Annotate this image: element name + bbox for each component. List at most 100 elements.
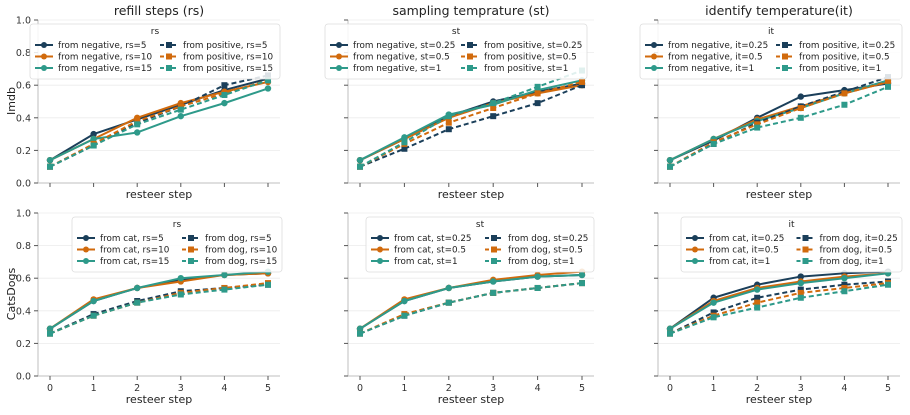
- series-line: [669, 82, 889, 162]
- x-tick-label: 1: [91, 383, 97, 394]
- x-tick-label: 5: [265, 383, 271, 394]
- series-line: [669, 283, 889, 335]
- data-point: [357, 163, 363, 170]
- legend-label: from negative, rs=10: [58, 53, 153, 63]
- data-point: [90, 297, 97, 305]
- legend-title: it: [768, 27, 775, 37]
- series-line: [49, 87, 269, 162]
- y-tick-label: 0.8: [16, 48, 31, 59]
- series-4: [667, 74, 891, 170]
- legend-label: from positive, st=1: [484, 64, 568, 74]
- y-tick-label: 1.0: [16, 16, 31, 27]
- data-point: [841, 275, 848, 282]
- legend-swatch-marker: [467, 65, 473, 71]
- panel-title: identify temperature(it): [705, 3, 853, 18]
- legend-swatch-marker: [651, 42, 657, 48]
- data-point: [401, 134, 408, 141]
- legend-swatch-marker: [782, 42, 788, 48]
- data-point: [885, 78, 891, 85]
- legend-swatch-marker: [692, 258, 698, 264]
- data-point: [490, 113, 497, 120]
- data-point: [401, 139, 408, 146]
- legend-swatch-marker: [83, 235, 89, 241]
- legend-swatch-marker: [41, 42, 47, 48]
- data-point: [797, 273, 804, 280]
- data-point: [534, 273, 541, 280]
- legend-label: from negative, it=0.25: [668, 41, 768, 51]
- legend-swatch-marker: [41, 65, 47, 71]
- y-tick-label: 0.6: [16, 81, 31, 92]
- series-line: [669, 80, 889, 162]
- data-point: [710, 140, 717, 147]
- data-point: [841, 281, 848, 288]
- data-point: [797, 105, 804, 112]
- data-point: [47, 330, 53, 337]
- legend: st from negative, st=0.25 from negative, s…: [324, 23, 588, 80]
- data-point: [356, 156, 364, 164]
- x-tick-label: 4: [535, 383, 541, 394]
- legend-swatch-marker: [651, 53, 657, 60]
- x-tick-label: 0: [357, 383, 363, 394]
- series-line: [49, 283, 269, 335]
- legend-swatch-marker: [467, 42, 473, 48]
- data-point: [177, 106, 184, 113]
- legend-label: from cat, st=0.5: [394, 246, 466, 256]
- legend-swatch-marker: [336, 65, 342, 71]
- legend-label: from dog, rs=10: [205, 246, 278, 256]
- legend-swatch-marker: [692, 246, 698, 253]
- legend: rs from negative, rs=5 from negative, rs=1…: [29, 23, 281, 80]
- x-tick-label: 4: [841, 383, 847, 394]
- legend-label: from cat, st=0.25: [394, 234, 472, 244]
- series-line: [669, 85, 889, 168]
- row-label-catsdogs: CatsDogs: [5, 268, 18, 321]
- data-point: [90, 130, 97, 138]
- y-tick-label: 0.6: [16, 274, 31, 285]
- legend-title: rs: [173, 220, 182, 230]
- legend-label: from cat, rs=10: [100, 246, 170, 256]
- x-tick-label: 3: [798, 383, 804, 394]
- data-point: [490, 289, 497, 296]
- series-3: [46, 85, 272, 164]
- legend-swatch-marker: [188, 258, 194, 264]
- y-tick-label: 0.2: [16, 146, 31, 157]
- legend-swatch-marker: [467, 53, 473, 60]
- data-point: [221, 99, 228, 107]
- data-point: [356, 325, 364, 332]
- legend-box: [365, 216, 595, 273]
- legend-swatch-marker: [83, 246, 89, 253]
- legend-label: from dog, rs=15: [205, 257, 277, 267]
- legend-swatch-marker: [782, 53, 788, 60]
- legend-swatch-marker: [336, 42, 342, 48]
- data-point: [445, 119, 452, 126]
- data-point: [885, 281, 891, 288]
- series-1: [46, 270, 272, 332]
- series-line: [669, 80, 889, 168]
- data-point: [177, 112, 184, 120]
- row-label-imdb: Imdb: [5, 87, 18, 115]
- legend-label: from positive, it=0.5: [799, 53, 890, 63]
- data-point: [710, 309, 717, 316]
- y-tick-label: 0.4: [16, 306, 31, 317]
- data-point: [885, 83, 891, 90]
- legend-title: rs: [151, 27, 160, 37]
- panel-title: sampling temprature (st): [392, 3, 549, 18]
- data-point: [534, 284, 541, 291]
- y-tick-label: 0.2: [16, 339, 31, 350]
- series-line: [359, 79, 583, 162]
- y-tick-label: 0.0: [16, 372, 31, 383]
- legend-label: from negative, rs=5: [58, 41, 147, 51]
- series-6: [357, 280, 585, 337]
- legend-swatch-marker: [166, 42, 172, 48]
- data-point: [90, 312, 97, 319]
- y-tick-label: 1.0: [16, 209, 31, 220]
- series-line: [359, 69, 583, 168]
- x-tick-label: 5: [885, 383, 891, 394]
- y-tick-label: 0.8: [16, 241, 31, 252]
- legend-label: from negative, st=0.5: [353, 53, 450, 63]
- data-point: [445, 284, 452, 292]
- legend-label: from dog, rs=5: [205, 234, 272, 244]
- data-point: [754, 121, 761, 128]
- data-point: [46, 156, 54, 164]
